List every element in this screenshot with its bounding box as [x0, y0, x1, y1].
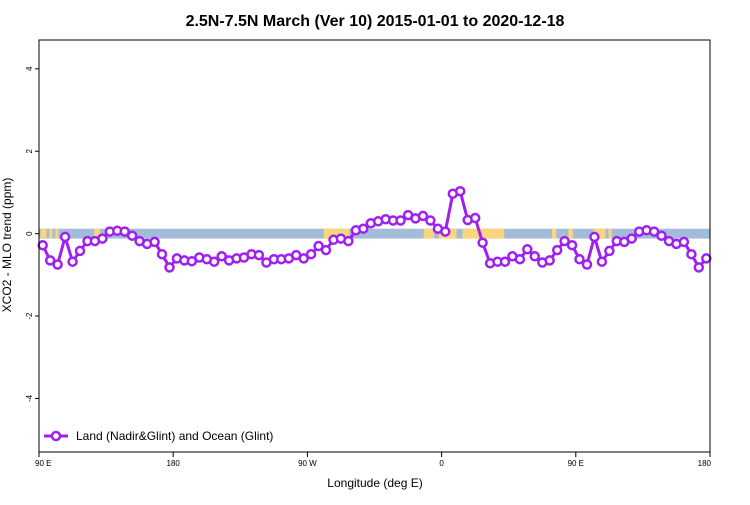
legend-marker: [50, 430, 62, 442]
x-tick-label: 90 E: [35, 459, 51, 468]
y-tick-label: -4: [25, 394, 34, 402]
land-band-segment: [423, 228, 435, 239]
land-band-segment: [568, 228, 573, 239]
data-point: [440, 226, 451, 237]
data-point: [67, 256, 78, 267]
data-point: [477, 237, 488, 248]
x-tick-label: 90 E: [568, 459, 584, 468]
ocean-band: [39, 228, 710, 239]
x-tick-label: 180: [698, 459, 712, 468]
data-point: [44, 255, 56, 266]
data-point: [216, 251, 227, 262]
land-band-segment: [608, 228, 612, 239]
series-layer: [37, 185, 712, 273]
data-point: [343, 235, 354, 247]
data-point: [514, 253, 526, 265]
data-point: [320, 244, 332, 256]
x-axis-label: Longitude (deg E): [327, 476, 422, 490]
x-tick-label: 0: [439, 459, 444, 468]
plot-frame: [38, 39, 711, 453]
data-point: [566, 239, 578, 251]
data-point: [52, 259, 63, 270]
land-band-segment: [94, 228, 101, 239]
data-point: [358, 223, 369, 234]
data-point: [253, 249, 265, 261]
legend-label: Land (Nadir&Glint) and Ocean (Glint): [76, 429, 273, 443]
land-band-segment: [593, 228, 606, 239]
x-tick-label: 90 W: [298, 459, 317, 468]
land-band-segment: [55, 228, 59, 239]
data-point: [164, 262, 175, 273]
data-point: [701, 253, 712, 264]
data-point: [313, 240, 324, 252]
data-point: [589, 231, 600, 243]
data-point: [581, 259, 593, 270]
land-band-segment: [40, 228, 47, 239]
data-point: [395, 215, 406, 226]
data-point: [298, 253, 309, 264]
data-point: [686, 248, 697, 260]
y-tick-label: 4: [25, 66, 34, 71]
data-point: [469, 212, 481, 224]
data-point: [678, 236, 690, 248]
data-point: [551, 244, 563, 256]
data-point: [529, 251, 541, 262]
data-point: [596, 256, 608, 267]
data-point: [648, 226, 660, 237]
data-point: [305, 248, 317, 260]
data-point: [119, 226, 130, 237]
data-point: [59, 231, 71, 243]
land-band-segment: [462, 228, 505, 239]
land-band-segment: [551, 228, 557, 239]
data-point: [499, 256, 511, 267]
data-point: [149, 236, 160, 248]
data-point: [156, 248, 168, 260]
data-point: [656, 230, 667, 241]
legend: Land (Nadir&Glint) and Ocean (Glint): [44, 429, 273, 443]
y-axis-label: XCO2 - MLO trend (ppm): [0, 178, 14, 313]
land-band-segment: [49, 228, 53, 239]
data-point: [417, 210, 429, 222]
data-point: [604, 245, 615, 257]
y-tick-label: 2: [25, 148, 34, 153]
chart-title: 2.5N-7.5N March (Ver 10) 2015-01-01 to 2…: [186, 13, 565, 30]
data-point: [626, 233, 637, 244]
data-point: [37, 239, 48, 251]
data-point: [522, 244, 533, 255]
data-point: [208, 256, 220, 267]
data-point: [559, 235, 570, 247]
data-point: [544, 255, 555, 266]
data-point: [126, 230, 138, 241]
data-point: [693, 262, 705, 273]
data-point: [97, 233, 108, 244]
data-point: [74, 245, 86, 257]
data-point: [425, 215, 436, 226]
x-tick-label: 180: [167, 459, 181, 468]
y-axis-ticks: -4 -2 0 2 4: [25, 66, 39, 402]
y-tick-label: -2: [25, 312, 34, 320]
data-point: [454, 185, 466, 197]
x-axis-ticks: 90 E 180 90 W 0 90 E 180: [35, 452, 712, 468]
data-point: [574, 253, 585, 265]
y-tick-label: 0: [25, 231, 34, 236]
land-band-segment: [323, 228, 350, 239]
